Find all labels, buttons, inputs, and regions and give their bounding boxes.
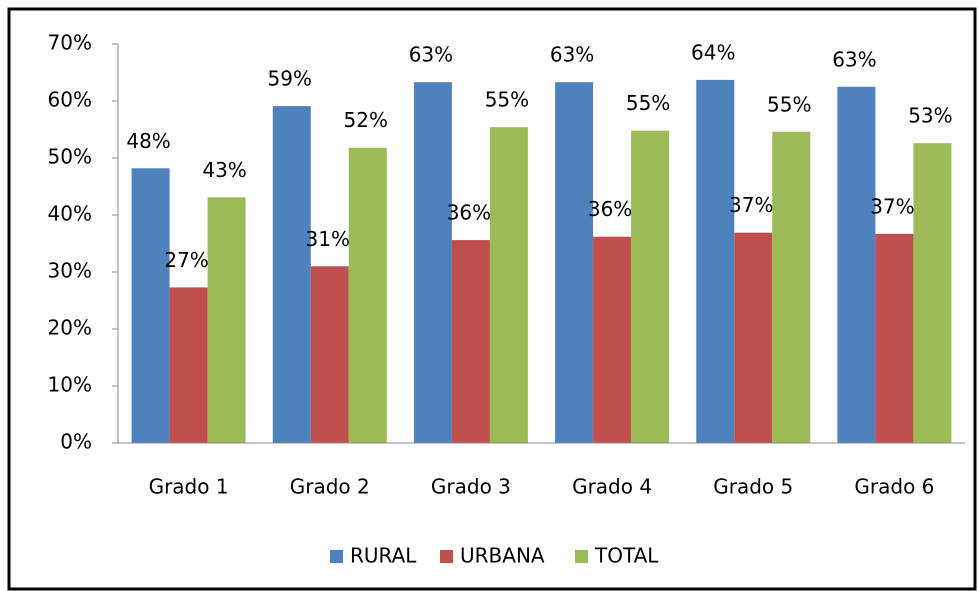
x-tick-label: Grado 2 [290,475,370,499]
bar [413,82,452,443]
data-label: 31% [306,227,350,251]
x-tick-label: Grado 6 [854,475,934,499]
bar [631,130,670,443]
data-label: 55% [485,88,529,112]
x-tick-label: Grado 5 [713,475,793,499]
bar [696,79,735,443]
bar [131,168,170,443]
y-tick-label: 70% [48,31,92,55]
bar [837,86,876,443]
data-label: 37% [870,194,914,218]
legend-label: RURAL [350,544,417,568]
x-tick-label: Grado 3 [431,475,511,499]
x-tick-label: Grado 4 [572,475,652,499]
bar [555,82,594,443]
data-label: 27% [164,248,208,272]
data-label: 55% [767,92,811,116]
data-label: 37% [729,193,773,217]
bar [310,266,349,443]
bar [875,233,914,443]
bar [348,147,387,444]
x-tick-label: Grado 1 [149,475,229,499]
legend-swatch [330,550,343,563]
data-label: 63% [409,43,453,67]
data-label: 52% [344,108,388,132]
data-label: 59% [268,67,312,91]
bar [207,197,246,443]
legend-swatch [440,550,453,563]
y-tick-label: 0% [60,430,92,454]
bar [593,236,632,443]
data-label: 63% [832,47,876,71]
bar [272,106,311,443]
legend-swatch [575,550,588,563]
bar [451,240,490,443]
y-tick-label: 40% [48,202,92,226]
data-label: 36% [588,197,632,221]
data-label: 63% [550,43,594,67]
y-tick-label: 10% [48,373,92,397]
bar [772,131,811,443]
data-label: 55% [626,91,670,115]
data-label: 36% [447,201,491,225]
data-label: 43% [202,158,246,182]
y-tick-label: 30% [48,259,92,283]
legend-label: URBANA [460,544,545,568]
y-tick-label: 20% [48,316,92,340]
legend-label: TOTAL [594,544,659,568]
bar [169,287,208,443]
bar [913,143,952,443]
data-label: 64% [691,40,735,64]
bar [734,232,773,443]
bar [489,127,528,443]
data-label: 48% [126,129,170,153]
y-tick-label: 50% [48,145,92,169]
y-tick-label: 60% [48,88,92,112]
data-label: 53% [908,104,952,128]
